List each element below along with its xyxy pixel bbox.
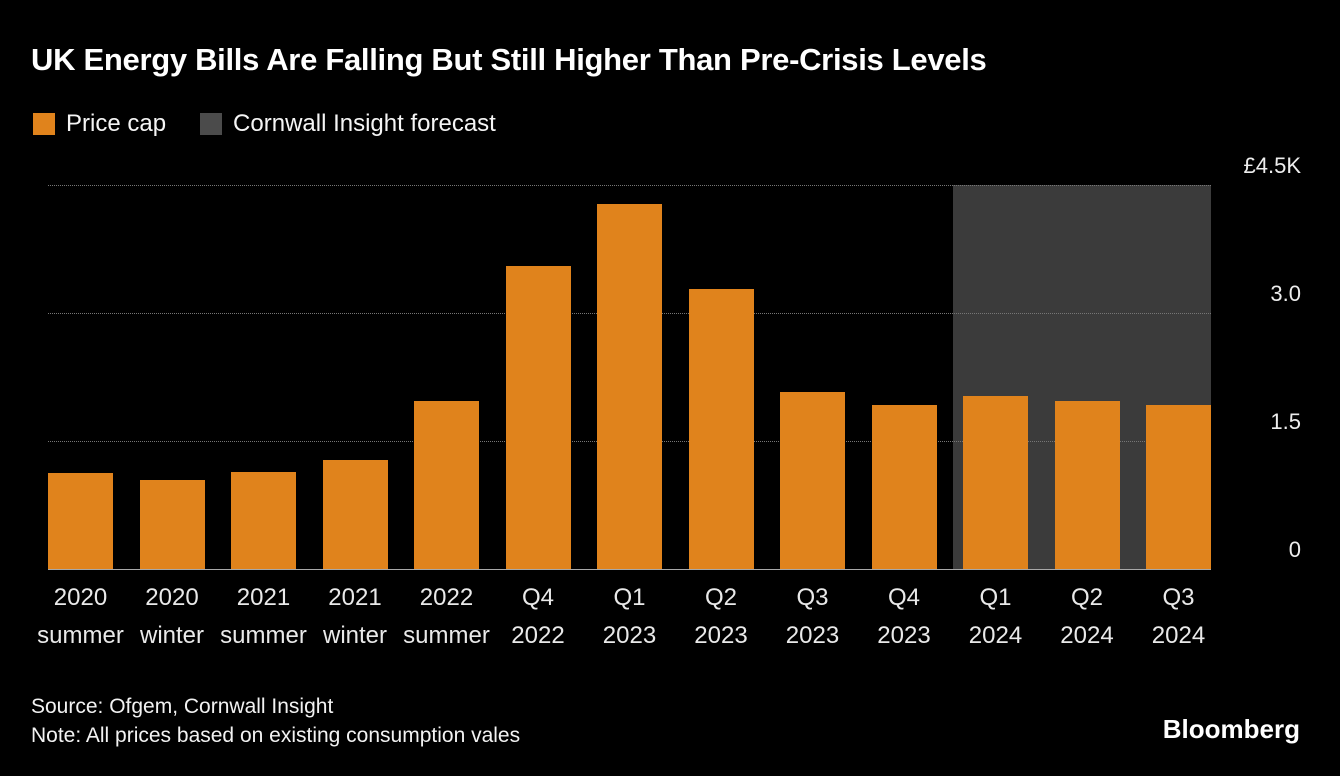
y-axis-label: £4.5K [1243, 153, 1302, 178]
bar-Q3-2024 [1146, 405, 1211, 569]
bar-2021-winter [322, 460, 388, 569]
plot-area: £4.5K 3.0 1.5 0 2020 summer 2020 winter 2021 summ… [37, 153, 1301, 649]
bar-Q4-2023 [871, 404, 937, 569]
x-axis-label-Q2-2023: Q2 2023 [694, 584, 748, 649]
bar-Q1-2024 [963, 395, 1028, 569]
y-axis-label: 1.5 [1270, 409, 1301, 434]
x-axis-label-Q2-2024: Q2 2024 [1060, 584, 1114, 649]
x-axis-label-Q1-2024: Q1 2024 [968, 584, 1023, 649]
gridline [48, 185, 1211, 186]
bar-Q1-2023 [597, 203, 662, 569]
legend-item-forecast: Cornwall Insight forecast [200, 110, 496, 138]
x-axis-label-Q4-2023: Q4 2023 [877, 584, 931, 649]
bar-2021-summer [231, 471, 296, 569]
note-text: Note: All prices based on existing consu… [31, 724, 521, 747]
x-axis-label-2021-summer: 2021 summer [220, 584, 307, 649]
bloomberg-logo: Bloomberg [1162, 714, 1300, 744]
bar-Q3-2023 [780, 392, 845, 569]
footer: Source: Ofgem, Cornwall Insight Note: Al… [31, 692, 520, 750]
y-axis-label: 3.0 [1270, 281, 1301, 306]
x-axis-label-2021-winter: 2021 winter [322, 584, 388, 649]
bar-2020-summer [48, 472, 113, 569]
bar-Q2-2024 [1054, 401, 1120, 569]
price-cap-swatch-icon [33, 113, 55, 135]
bar-Q2-2023 [688, 289, 754, 569]
legend-label-price-cap: Price cap [66, 110, 167, 137]
y-axis-label: 0 [1288, 537, 1301, 562]
forecast-swatch-icon [200, 113, 223, 135]
x-axis-label-Q4-2022: Q4 2022 [511, 584, 565, 649]
chart-title: UK Energy Bills Are Falling But Still Hi… [31, 42, 987, 77]
x-axis-label-2022-summer: 2022 summer [403, 584, 490, 649]
x-axis-line [48, 569, 1211, 570]
x-axis-label-2020-summer: 2020 summer [37, 584, 124, 649]
x-axis-label-Q3-2023: Q3 2023 [785, 584, 840, 649]
bar-2022-summer [414, 400, 479, 569]
legend: Price cap Cornwall Insight forecast [33, 110, 496, 138]
bar-Q4-2022 [505, 266, 571, 569]
x-axis-label-2020-winter: 2020 winter [139, 584, 205, 649]
source-text: Source: Ofgem, Cornwall Insight [31, 695, 334, 718]
legend-item-price-cap: Price cap [33, 110, 166, 138]
legend-label-forecast: Cornwall Insight forecast [233, 110, 496, 137]
bar-2020-winter [139, 480, 205, 569]
x-axis-label-Q1-2023: Q1 2023 [602, 584, 657, 649]
x-axis-label-Q3-2024: Q3 2024 [1151, 584, 1206, 649]
